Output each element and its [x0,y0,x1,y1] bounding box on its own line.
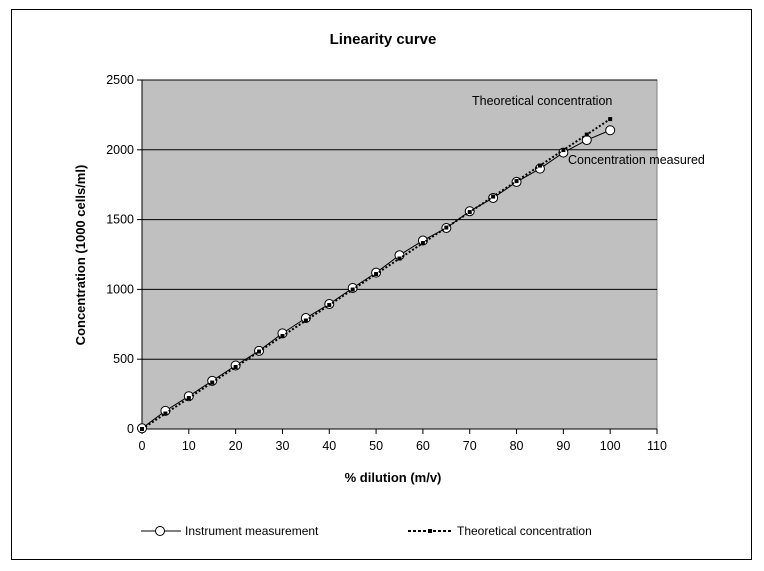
y-tick-label: 500 [113,352,134,366]
legend-label-theoretical: Theoretical concentration [457,524,592,538]
series-layer [137,117,616,434]
point-theoretical [561,148,566,153]
legend: Instrument measurement Theoretical conce… [141,524,592,538]
annotation-measured: Concentration measured [568,153,705,167]
point-theoretical [608,117,613,122]
point-theoretical [210,380,215,385]
legend-label-instrument: Instrument measurement [185,524,319,538]
point-theoretical [303,318,308,323]
grid-lines [142,79,657,360]
x-axis-title: % dilution (m/v) [345,470,442,485]
point-theoretical [467,210,472,215]
x-tick-label: 60 [416,439,430,453]
point-theoretical [257,349,262,354]
x-tick-label: 50 [369,439,383,453]
point-theoretical [350,287,355,292]
point-theoretical [444,225,449,230]
point-theoretical [186,396,191,401]
y-tick-labels: 0 500 1000 1500 2000 2500 [106,73,134,436]
x-tick-label: 0 [139,439,146,453]
x-tick-label: 20 [229,439,243,453]
x-tick-label: 40 [322,439,336,453]
y-axis-title: Concentration (1000 cells/ml) [73,165,88,346]
point-theoretical [374,272,379,277]
x-tick-label: 90 [556,439,570,453]
point-theoretical [397,256,402,261]
x-tick-label: 110 [647,439,667,453]
y-tick-label: 0 [127,422,134,436]
x-tick-label: 70 [463,439,477,453]
x-tick-label: 10 [182,439,196,453]
legend-item-theoretical: Theoretical concentration [408,524,592,538]
x-tick-label: 30 [276,439,290,453]
series-theoretical-concentration [140,117,613,431]
point-theoretical [163,411,168,416]
x-tick-label: 80 [510,439,524,453]
annotation-theoretical: Theoretical concentration [472,94,612,108]
legend-marker-theoretical [428,529,432,533]
y-tick-label: 1500 [106,213,134,227]
legend-marker-instrument [155,526,165,536]
chart-title: Linearity curve [330,31,437,48]
y-tick-label: 2500 [106,73,134,87]
y-tick-label: 2000 [106,143,134,157]
x-tick-labels: 0 10 20 30 40 50 60 70 80 90 100 110 [139,439,667,453]
point-theoretical [327,303,332,308]
point-instrument [605,125,616,136]
point-theoretical [584,132,589,137]
point-theoretical [537,163,542,168]
legend-item-instrument: Instrument measurement [141,524,319,538]
y-tick-label: 1000 [106,282,134,296]
point-theoretical [514,179,519,184]
point-theoretical [233,365,238,370]
point-theoretical [140,427,144,431]
point-theoretical [280,334,285,339]
point-theoretical [420,241,425,246]
point-theoretical [491,194,496,199]
x-tick-label: 100 [600,439,621,453]
